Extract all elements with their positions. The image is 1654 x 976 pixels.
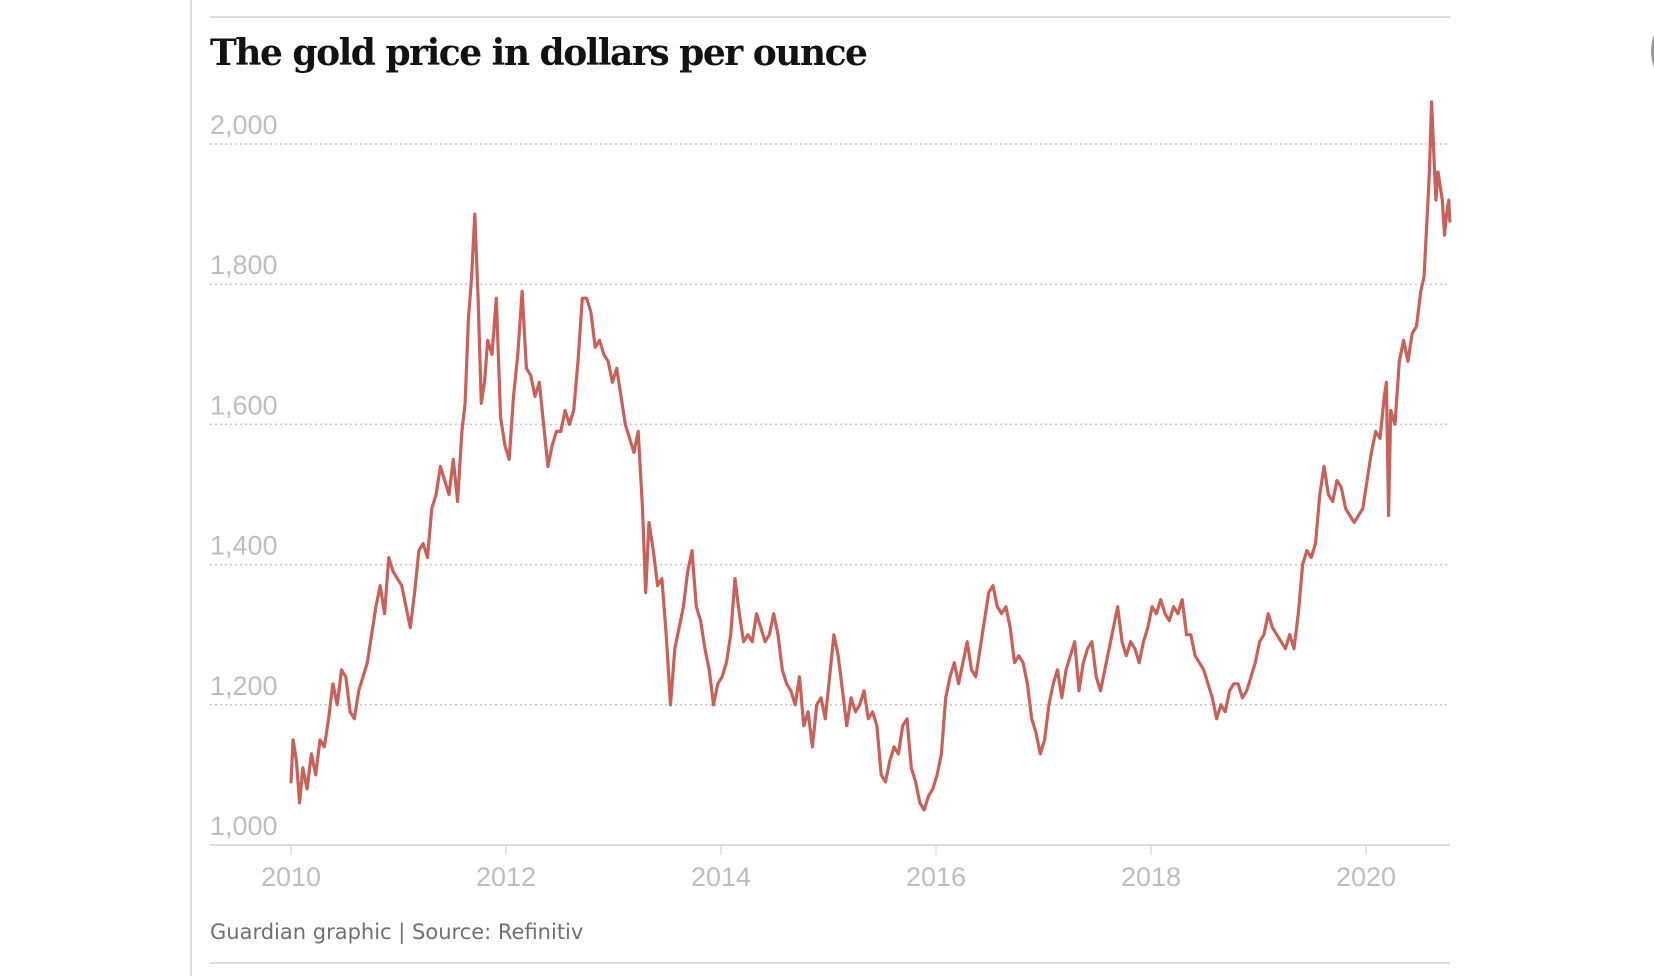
gold-price-line [289, 100, 1452, 812]
x-tick-label: 2016 [906, 862, 966, 892]
series-layer [289, 100, 1452, 812]
x-tick-label: 2018 [1121, 862, 1181, 892]
x-axis [210, 844, 1450, 855]
chart-title: The gold price in dollars per ounce [210, 32, 868, 74]
x-axis-tick-labels: 2010 2012 2014 2016 2018 2020 [261, 862, 1396, 892]
y-tick-label: 2,000 [210, 110, 278, 140]
x-tick-label: 2014 [691, 862, 751, 892]
x-tick-label: 2010 [261, 862, 321, 892]
x-tick-label: 2012 [476, 862, 536, 892]
scroll-edge-widget[interactable] [1651, 30, 1654, 72]
top-divider [210, 16, 1450, 18]
bottom-divider [210, 962, 1450, 964]
x-tick-label: 2020 [1336, 862, 1396, 892]
y-tick-label: 1,400 [210, 531, 278, 561]
y-tick-label: 1,000 [210, 811, 278, 841]
y-tick-label: 1,200 [210, 671, 278, 701]
y-axis-tick-labels: 1,000 1,200 1,400 1,600 1,800 2,000 [210, 110, 278, 841]
y-tick-label: 1,800 [210, 250, 278, 280]
source-credit: Guardian graphic | Source: Refinitiv [210, 920, 584, 944]
gridlines [210, 143, 1450, 706]
page-left-border [190, 0, 192, 976]
y-tick-label: 1,600 [210, 390, 278, 420]
